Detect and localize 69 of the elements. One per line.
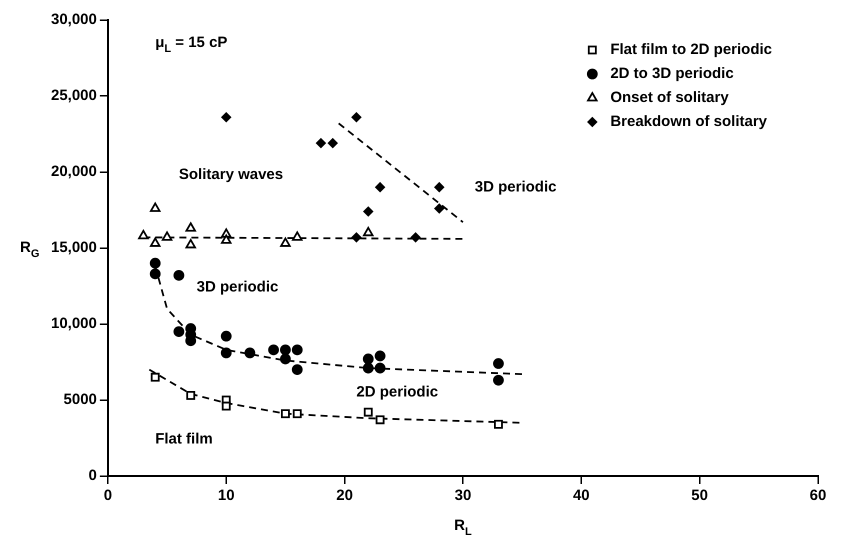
point [280, 409, 290, 418]
point [220, 330, 232, 342]
point [186, 391, 196, 400]
y-tick-label: 5000 [64, 391, 97, 408]
point [268, 344, 279, 356]
y-tick-label: 10,000 [50, 315, 97, 332]
point [162, 231, 172, 241]
point [150, 202, 160, 212]
point [434, 182, 444, 192]
point [173, 270, 184, 281]
point [280, 344, 291, 356]
point [185, 239, 196, 248]
annotation: Flat film [155, 430, 213, 448]
point [292, 344, 303, 356]
point [292, 364, 303, 375]
point [150, 258, 161, 269]
point [222, 402, 231, 411]
legend-label: Flat film to 2D periodic [610, 41, 772, 58]
point [280, 354, 291, 364]
legend-label: Onset of solitary [610, 89, 730, 106]
point [364, 408, 373, 417]
annotation: 3D periodic [196, 278, 278, 296]
point [410, 232, 420, 242]
point [150, 372, 160, 382]
y-tick-label: 30,000 [50, 11, 97, 28]
x-tick-label: 10 [218, 487, 235, 504]
point [292, 231, 302, 241]
legend-label: Breakdown of solitary [610, 113, 768, 130]
point [221, 112, 232, 122]
point [374, 362, 386, 374]
x-tick-label: 0 [104, 487, 112, 504]
annotation: 3D periodic [474, 178, 556, 196]
point [493, 358, 504, 369]
y-tick-label: 0 [88, 467, 97, 484]
point [316, 138, 326, 148]
point [352, 232, 362, 242]
point [138, 230, 149, 240]
point [362, 362, 374, 374]
point [244, 347, 256, 358]
point [220, 347, 232, 358]
annotation: 2D periodic [356, 384, 438, 401]
point [173, 326, 184, 337]
point [185, 222, 196, 232]
point [280, 238, 291, 247]
x-tick-label: 60 [810, 487, 826, 504]
annotation: Solitary waves [178, 166, 284, 184]
point [150, 238, 160, 247]
point [374, 350, 386, 362]
x-tick-label: 20 [336, 487, 353, 504]
x-tick-label: 40 [572, 487, 590, 504]
point [292, 409, 302, 418]
point [434, 204, 444, 214]
x-tick-label: 30 [454, 487, 472, 504]
point [376, 415, 385, 424]
x-tick-label: 50 [691, 487, 708, 504]
point [494, 420, 503, 429]
point [352, 112, 362, 122]
legend-label: 2D to 3D periodic [610, 65, 734, 82]
y-tick-label: 20,000 [50, 163, 97, 180]
point [150, 268, 161, 280]
point [221, 234, 232, 244]
point [363, 226, 374, 236]
point [493, 374, 504, 386]
point [328, 138, 338, 148]
point [363, 206, 374, 216]
y-tick-label: 25,000 [50, 87, 97, 104]
point [375, 182, 385, 192]
y-tick-label: 15,000 [50, 239, 97, 256]
point [362, 354, 374, 364]
